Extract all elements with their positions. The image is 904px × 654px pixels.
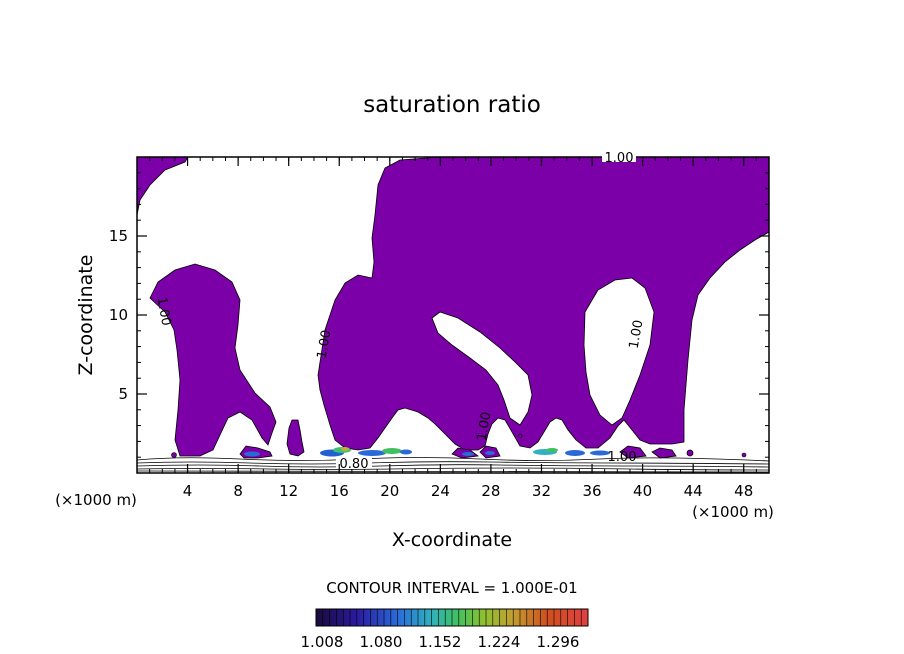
y-axis-label: Z-coordinate [75, 255, 97, 376]
contour-label: 1.00 [315, 329, 335, 360]
contour-fill-group [137, 157, 769, 473]
x-tick-label: 4 [183, 482, 193, 500]
x-tick-label: 24 [431, 482, 450, 500]
colorbar-label: 1.080 [360, 633, 403, 651]
colorbar-labels: 1.008 1.080 1.152 1.224 1.296 [301, 633, 580, 651]
x-tick-label: 36 [582, 482, 601, 500]
contour-region [171, 452, 177, 458]
contour-label: 1.00 [605, 151, 634, 166]
y-tick-label: 15 [109, 227, 128, 245]
contour-label: 1.00 [608, 450, 637, 465]
contour-region [137, 157, 189, 216]
high-value-cores [244, 447, 610, 457]
x-tick-label: 40 [633, 482, 652, 500]
y-tick-label: 10 [109, 306, 128, 324]
colorbar-label: 1.224 [478, 633, 521, 651]
y-axis-ticks: 5 10 15 [109, 227, 769, 403]
contour-region [619, 445, 647, 459]
x-axis-label: X-coordinate [392, 529, 512, 551]
contour-region [741, 452, 747, 458]
contour-interval: CONTOUR INTERVAL = 1.000E-01 [326, 579, 577, 597]
x-tick-label: 28 [481, 482, 500, 500]
x-tick-label: 48 [734, 482, 753, 500]
colorbar-label: 1.152 [419, 633, 462, 651]
x-tick-label: 8 [233, 482, 243, 500]
contour-region [317, 157, 769, 451]
contour-hole [583, 277, 655, 426]
x-tick-label: 20 [380, 482, 399, 500]
contour-labels: 1.00 1.00 1.00 1.00 1.00 1.00 0.80 [154, 150, 647, 472]
x-tick-label: 16 [330, 482, 349, 500]
x-tick-label: 32 [532, 482, 551, 500]
contour-label: 0.80 [340, 457, 369, 472]
chart-title: saturation ratio [363, 92, 541, 118]
contour-label: 1.00 [475, 411, 495, 442]
contour-label: 1.00 [154, 296, 174, 327]
x-tick-label: 12 [279, 482, 298, 500]
colorbar-ticks [322, 609, 582, 626]
x-unit-left: (×1000 m) [55, 491, 137, 509]
contour-region [149, 263, 277, 457]
x-unit-right: (×1000 m) [692, 503, 774, 521]
colorbar-label: 1.296 [537, 633, 580, 651]
y-tick-label: 5 [118, 385, 128, 403]
contour-label: 1.00 [627, 319, 647, 350]
x-axis-ticks: 4 8 12 16 20 24 28 32 36 40 44 48 [183, 157, 753, 500]
colorbar-label: 1.008 [301, 633, 344, 651]
x-tick-label: 44 [684, 482, 703, 500]
contour-region [517, 433, 523, 439]
contour-hole [431, 311, 533, 426]
contour-region [686, 449, 694, 457]
contour-region [651, 447, 677, 459]
contour-region [286, 419, 305, 457]
